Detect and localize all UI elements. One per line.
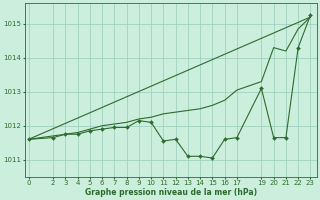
X-axis label: Graphe pression niveau de la mer (hPa): Graphe pression niveau de la mer (hPa)	[85, 188, 257, 197]
